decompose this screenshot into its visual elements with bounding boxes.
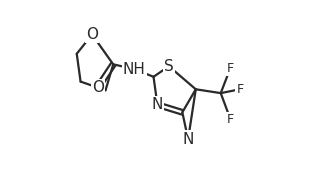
Text: NH: NH bbox=[123, 62, 146, 77]
Text: N: N bbox=[182, 132, 194, 147]
Text: F: F bbox=[227, 113, 234, 126]
Text: O: O bbox=[86, 27, 98, 42]
Text: O: O bbox=[92, 80, 104, 95]
Text: N: N bbox=[152, 97, 163, 112]
Text: F: F bbox=[236, 83, 243, 96]
Text: F: F bbox=[227, 62, 234, 75]
Text: S: S bbox=[164, 59, 174, 74]
